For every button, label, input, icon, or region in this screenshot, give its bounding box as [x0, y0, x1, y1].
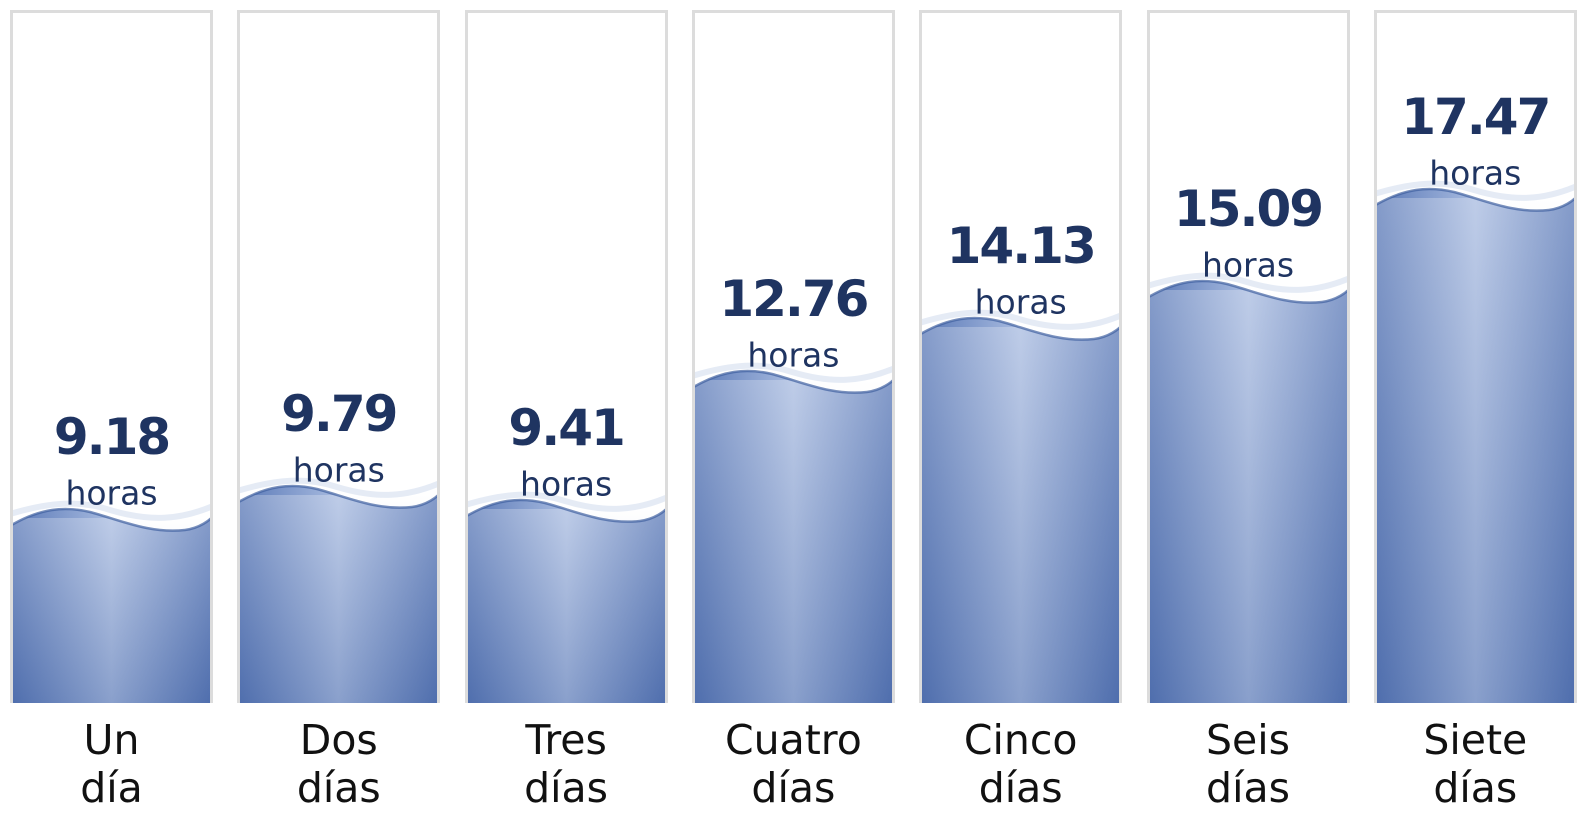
value-label: 14.13 [946, 217, 1097, 276]
water-shade [13, 518, 210, 703]
wave-line [13, 507, 210, 533]
wave-crest [922, 309, 1120, 331]
wave-line [694, 369, 892, 394]
bar-frame [464, 10, 668, 703]
wave-line [1376, 187, 1574, 213]
bar-frame [1373, 10, 1577, 703]
category-label: Dos días [296, 716, 381, 812]
unit-label: horas [1429, 153, 1522, 193]
bar-frame [10, 10, 213, 703]
wave-line [240, 484, 438, 509]
wave-line [922, 316, 1120, 342]
water [922, 309, 1120, 703]
category-label: Tres días [524, 716, 609, 812]
bar-frame [919, 10, 1123, 703]
bar-frame [237, 10, 441, 703]
unit-label: horas [65, 473, 158, 513]
water [1149, 272, 1347, 703]
unit-label: horas [1201, 245, 1295, 285]
value-label: 12.76 [719, 270, 869, 329]
category-label: Cuatro días [724, 716, 862, 812]
unit-label: horas [520, 464, 613, 504]
category-label: Un día [80, 716, 143, 812]
wave-crest [694, 362, 892, 383]
wave-crest [13, 500, 210, 522]
wave-line [1149, 279, 1347, 305]
unit-label: horas [292, 450, 385, 490]
water-shade [467, 509, 665, 703]
water-shade [240, 494, 438, 703]
value-label: 9.18 [53, 408, 171, 467]
bar-frame [691, 10, 895, 703]
unit-label: horas [747, 335, 840, 375]
water [13, 500, 210, 703]
wave-line [467, 499, 665, 524]
wave-crest [467, 491, 665, 513]
value-label: 9.79 [281, 384, 398, 443]
unit-label: horas [974, 282, 1067, 322]
bar-frame [1146, 10, 1350, 703]
water [1376, 180, 1574, 703]
water-shade [1376, 198, 1574, 703]
water-shade [922, 327, 1120, 703]
category-label: Seis días [1205, 716, 1291, 812]
category-label: Cinco días [963, 716, 1078, 812]
value-label: 15.09 [1173, 180, 1324, 239]
water [694, 362, 892, 703]
water [240, 477, 438, 703]
value-label: 9.41 [508, 399, 625, 458]
wave-crest [1376, 180, 1574, 202]
value-label: 17.47 [1401, 88, 1551, 147]
category-label: Siete días [1423, 716, 1528, 812]
water [467, 491, 665, 703]
water-shade [1149, 290, 1347, 703]
water-shade [694, 380, 892, 703]
wave-crest [240, 477, 438, 498]
wave-crest [1149, 272, 1347, 293]
